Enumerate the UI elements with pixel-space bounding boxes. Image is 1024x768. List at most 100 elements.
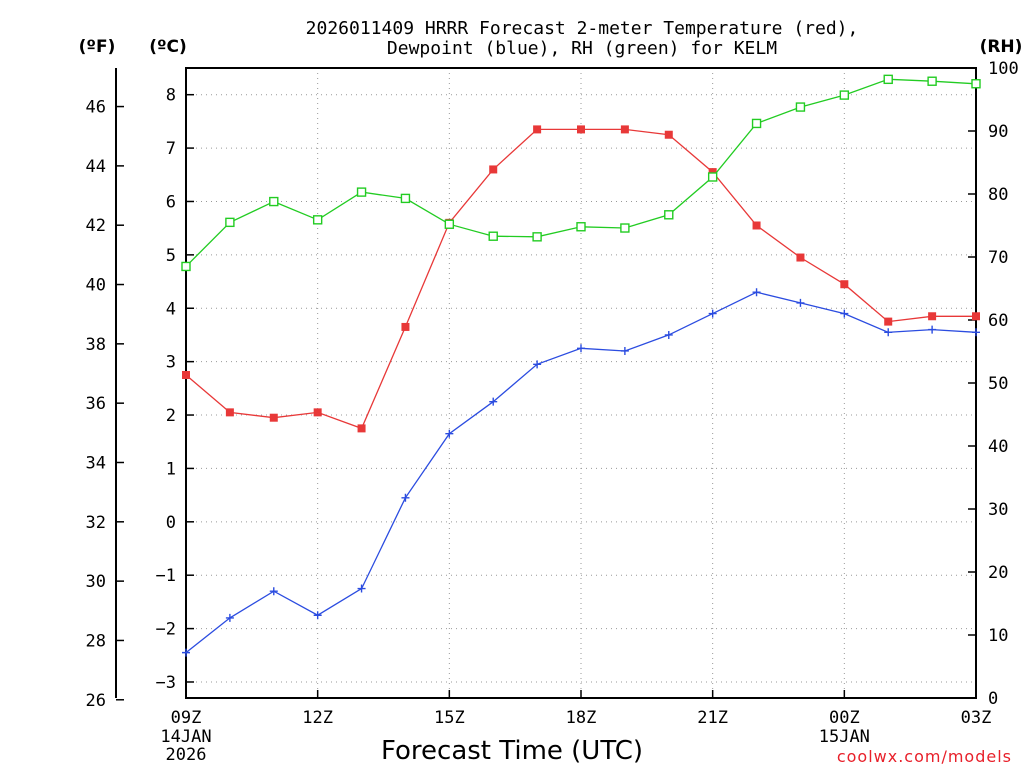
fahrenheit-tick-label: 32 [86, 513, 106, 533]
x-tick-label: 09Z [171, 708, 202, 728]
chart-title-line2: Dewpoint (blue), RH (green) for KELM [387, 38, 777, 59]
x-tick-label: 21Z [697, 708, 728, 728]
rh-point [356, 187, 367, 197]
dewpoint-point [840, 309, 849, 318]
rh-tick-label: 60 [988, 311, 1008, 331]
celsius-tick-label: 0 [166, 513, 176, 533]
grid-lines [185, 68, 977, 698]
rh-tick-label: 90 [988, 122, 1008, 142]
rh-point [181, 261, 191, 272]
celsius-tick-label: −2 [156, 620, 176, 640]
dewpoint-point [577, 344, 585, 353]
rh-point [444, 219, 455, 229]
temperature-point [796, 253, 805, 262]
data-series [181, 74, 981, 657]
x-tick-date-label: 14JAN [160, 727, 211, 747]
dewpoint-point [489, 397, 498, 406]
dewpoint-point [884, 328, 893, 337]
temperature-point [577, 125, 585, 134]
rh-tick-label: 40 [988, 437, 1008, 457]
fahrenheit-tick-label: 34 [86, 453, 106, 473]
rh-tick-label: 0 [988, 689, 998, 709]
rh-point [664, 210, 674, 220]
temperature-point [928, 312, 937, 321]
rh-point [927, 76, 937, 86]
dewpoint-point [620, 346, 629, 355]
dewpoint-point [357, 584, 366, 593]
fahrenheit-tick-label: 26 [86, 691, 106, 711]
temperature-point [620, 125, 629, 134]
x-tick-date-label: 15JAN [819, 727, 870, 747]
x-tick-label: 18Z [566, 708, 597, 728]
dewpoint-point [401, 493, 410, 502]
temperature-point [225, 408, 234, 417]
dewpoint-point [972, 328, 980, 337]
dewpoint-point [928, 325, 937, 334]
celsius-tick-label: 1 [166, 459, 176, 479]
fahrenheit-tick-label: 38 [86, 335, 106, 355]
fahrenheit-tick-label: 28 [86, 631, 106, 651]
celsius-tick-label: 5 [166, 246, 176, 266]
dewpoint-point [752, 288, 761, 297]
x-tick-label: 03Z [961, 708, 992, 728]
celsius-tick-label: 4 [166, 299, 176, 319]
temperature-point [972, 312, 980, 321]
rh-tick-label: 50 [988, 374, 1008, 394]
celsius-tick-label: 3 [166, 353, 176, 373]
rh-point [795, 102, 806, 112]
rh-tick-label: 70 [988, 248, 1008, 268]
celsius-tick-label: 2 [166, 406, 176, 426]
rh-point [620, 223, 630, 233]
fahrenheit-tick-label: 44 [86, 157, 106, 177]
fahrenheit-tick-label: 30 [86, 572, 106, 592]
rh-point [269, 196, 279, 207]
temperature-point [840, 280, 849, 289]
fahrenheit-tick-label: 36 [86, 394, 106, 414]
temperature-point [884, 317, 893, 326]
fahrenheit-tick-label: 46 [86, 98, 106, 118]
rh-point [488, 231, 498, 241]
rh-unit-label: (RH) [980, 37, 1023, 57]
celsius-tick-label: 6 [166, 192, 176, 212]
rh-point [576, 222, 586, 232]
rh-point [532, 232, 542, 242]
x-tick-label: 00Z [829, 708, 860, 728]
dewpoint-point [533, 360, 542, 369]
fahrenheit-unit-label: (ºF) [79, 37, 116, 57]
x-tick-label: 15Z [434, 708, 465, 728]
rh-tick-label: 20 [988, 563, 1008, 583]
fahrenheit-tick-label: 40 [86, 276, 106, 296]
temperature-point [489, 165, 498, 174]
rh-point [400, 193, 411, 204]
temperature-point [664, 130, 673, 139]
rh-tick-label: 30 [988, 500, 1008, 520]
temperature-point [357, 424, 366, 433]
rh-point [225, 217, 235, 228]
celsius-unit-label: (ºC) [149, 37, 187, 57]
axes [115, 67, 977, 699]
dewpoint-point [269, 587, 278, 596]
celsius-tick-label: 7 [166, 139, 176, 159]
dewpoint-point [664, 330, 673, 339]
temperature-point [752, 221, 761, 230]
temperature-point [401, 322, 410, 331]
rh-tick-label: 80 [988, 185, 1008, 205]
rh-point [751, 118, 762, 129]
x-tick-year-label: 2026 [166, 745, 207, 765]
dewpoint-point [445, 429, 454, 438]
rh-tick-label: 10 [988, 626, 1008, 646]
temperature-point [269, 413, 278, 422]
celsius-tick-label: 8 [166, 86, 176, 106]
temperature-point [182, 370, 190, 379]
temperature-point [313, 408, 322, 417]
axis-ticks: −3−2−10123456782628303234363840424446010… [86, 59, 1019, 765]
fahrenheit-tick-label: 42 [86, 216, 106, 236]
x-tick-label: 12Z [302, 708, 333, 728]
temperature-point [533, 125, 542, 134]
dewpoint-point [796, 298, 805, 307]
rh-tick-label: 100 [988, 59, 1019, 79]
dewpoint-point [708, 309, 717, 318]
rh-point [707, 172, 718, 182]
rh-point [971, 79, 981, 89]
